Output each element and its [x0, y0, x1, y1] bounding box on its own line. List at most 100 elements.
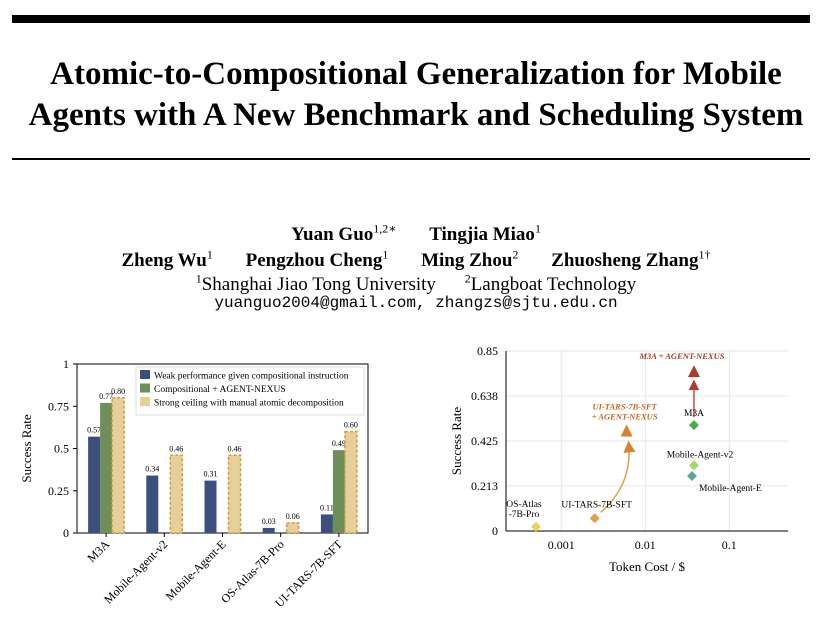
scatter-point-label: OS-Atlas -7B-Pro — [506, 500, 542, 520]
y-tick-label: 0.638 — [471, 389, 498, 403]
legend-swatch — [140, 397, 150, 406]
author-affil-sup: 1 — [534, 222, 541, 236]
bar — [227, 454, 242, 534]
y-tick-label: 0 — [492, 524, 498, 538]
y-axis-label: Success Rate — [449, 407, 464, 475]
label-line: OS-Atlas — [506, 500, 542, 510]
scatter-point-triangle — [620, 424, 633, 437]
x-tick-label: 0.1 — [722, 538, 737, 552]
legend-swatch — [140, 370, 150, 379]
legend-swatch — [140, 383, 150, 393]
author-name: Yuan Guo — [291, 224, 374, 246]
author: Ming Zhou2 — [421, 248, 519, 272]
bar-chart: 0 0.25 0.5 0.75 1 Success Rate 0.57 0.770.80 M3A… — [19, 357, 369, 610]
top-rule — [12, 15, 810, 23]
scatter-point-diamond — [686, 470, 697, 481]
y-tick-label: 0 — [63, 526, 69, 540]
bar-value-label: 0.03 — [262, 517, 276, 526]
bar-value-label: 0.80 — [111, 387, 125, 396]
scatter-point-diamond — [688, 420, 699, 431]
affiliation-name: Langboat Technology — [470, 274, 637, 296]
bar — [111, 397, 125, 534]
affiliation: 2Langboat Technology — [464, 272, 637, 296]
label-line: UI-TARS-7B-SFT — [561, 500, 632, 510]
bar — [332, 450, 345, 533]
y-axis-label: Success Rate — [19, 414, 34, 482]
author-name: Ming Zhou — [421, 250, 513, 272]
affiliation-name: Shanghai Jiao Tong University — [201, 274, 436, 296]
author-affil-sup: 1† — [698, 248, 711, 262]
x-tick-label: 0.001 — [548, 538, 575, 552]
legend-label: Strong ceiling with manual atomic decomp… — [154, 399, 344, 409]
legend-label: Compositional + AGENT-NEXUS — [154, 385, 286, 395]
paper-title-line-1: Atomic-to-Compositional Generalization f… — [50, 56, 782, 92]
author-name: Zheng Wu — [121, 250, 207, 272]
improvement-arrow — [600, 440, 636, 513]
title-bottom-rule — [12, 158, 810, 160]
author: Tingjia Miao1 — [429, 222, 541, 246]
label-line: UI-TARS-7B-SFT — [592, 401, 657, 411]
author-affil-sup: 1 — [382, 248, 389, 262]
bar-value-label: 0.31 — [204, 470, 218, 479]
bar-value-label: 0.49 — [332, 439, 346, 448]
bar-value-label: 0.06 — [286, 512, 300, 521]
bar — [100, 402, 113, 533]
label-line: M3A — [684, 409, 704, 419]
scatter-point-label: UI-TARS-7B-SFT + AGENT-NEXUS — [592, 401, 658, 421]
bar — [320, 514, 333, 533]
x-tick-label: Mobile-Agent-E — [163, 537, 229, 603]
author-name: Zhuosheng Zhang — [551, 250, 699, 272]
authors-row-2: Zheng Wu1 Pengzhou Cheng1 Ming Zhou2 Zhu… — [0, 244, 832, 272]
scatter-point-label: UI-TARS-7B-SFT — [561, 500, 632, 510]
scatter-point-label: M3A + AGENT-NEXUS — [638, 351, 724, 361]
paper-title-line-2: Agents with A New Benchmark and Scheduli… — [28, 97, 804, 133]
author: Zhuosheng Zhang1† — [551, 248, 711, 272]
label-line: -7B-Pro — [509, 510, 540, 520]
x-tick-label: M3A — [84, 537, 112, 565]
bar-value-label: 0.77 — [99, 392, 113, 401]
bar — [169, 454, 184, 534]
bar-value-label: 0.34 — [145, 465, 159, 474]
author-name: Tingjia Miao — [429, 224, 535, 246]
author-affil-sup: 2 — [512, 248, 519, 262]
label-line: Mobile-Agent-v2 — [667, 450, 734, 460]
scatter-point-diamond — [530, 521, 541, 532]
bar-value-label: 0.57 — [87, 426, 101, 435]
y-tick-label: 0.25 — [48, 484, 69, 498]
scatter-point-diamond — [688, 460, 699, 471]
author-name: Pengzhou Cheng — [245, 250, 383, 272]
x-tick-label: 0.01 — [635, 538, 656, 552]
author: Zheng Wu1 — [121, 248, 213, 272]
author-affil-sup: 1,2∗ — [373, 222, 397, 236]
scatter-point-diamond — [589, 513, 600, 524]
affiliation-sup: 2 — [464, 272, 471, 286]
scatter-point-triangle — [687, 365, 700, 378]
legend-label: Weak performance given compositional ins… — [154, 371, 349, 382]
affiliation: 1Shanghai Jiao Tong University — [195, 272, 436, 296]
label-line: M3A + AGENT-NEXUS — [638, 351, 724, 361]
authors-row-1: Yuan Guo1,2∗ Tingjia Miao1 — [0, 218, 832, 246]
y-tick-label: 0.5 — [54, 442, 69, 456]
bar — [344, 430, 358, 534]
scatter-chart: 0 0.213 0.425 0.638 0.85 0.001 0.01 0.1 Success … — [449, 344, 788, 574]
y-tick-label: 1 — [63, 357, 69, 371]
affiliation-sup: 1 — [195, 272, 202, 286]
scatter-point-label: Mobile-Agent-v2 — [667, 450, 734, 460]
bar-value-label: 0.11 — [320, 503, 334, 512]
author-affil-sup: 1 — [206, 248, 213, 262]
bar — [88, 436, 101, 533]
label-line: + AGENT-NEXUS — [592, 411, 658, 421]
scatter-point-label: Mobile-Agent-E — [699, 484, 762, 494]
bar-value-label: 0.60 — [344, 421, 358, 430]
author-emails[interactable]: yuanguo2004@gmail.com, zhangzs@sjtu.edu.… — [214, 294, 618, 312]
scatter-point-label: M3A — [684, 409, 704, 419]
y-tick-label: 0.425 — [471, 434, 498, 448]
label-line: Mobile-Agent-E — [699, 484, 762, 494]
bar — [146, 475, 159, 533]
legend-box — [135, 366, 365, 416]
bar — [285, 522, 300, 534]
affiliations: 1Shanghai Jiao Tong University 2Langboat… — [0, 268, 832, 296]
bar-value-label: 0.46 — [228, 444, 242, 453]
x-axis-label: Token Cost / $ — [609, 559, 686, 574]
